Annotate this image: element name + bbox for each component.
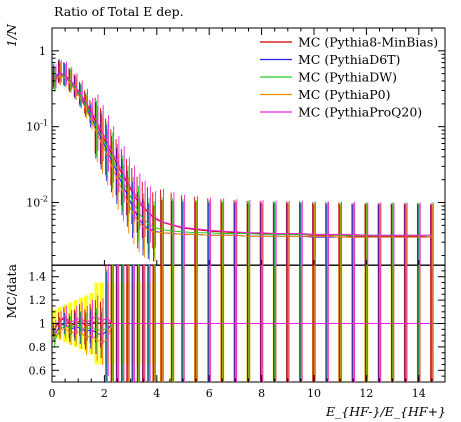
x-tick-label: 8 — [258, 387, 265, 400]
legend-label: MC (PythiaD6T) — [298, 52, 400, 67]
chart-title: Ratio of Total E dep. — [54, 4, 184, 19]
series-line — [54, 75, 432, 238]
y-tick-label: 1 — [39, 45, 46, 58]
ratio-line — [54, 315, 432, 328]
ratio-series-5 — [54, 265, 434, 382]
series-5 — [54, 59, 434, 265]
series-line — [54, 74, 432, 236]
x-tick-label: 0 — [49, 387, 56, 400]
legend-label: MC (PythiaP0) — [298, 87, 390, 102]
y-tick-label: 10-1 — [26, 119, 48, 134]
ratio-series-group — [52, 265, 434, 382]
legend-label: MC (Pythia8-MinBias) — [298, 35, 438, 50]
series-line — [54, 72, 432, 236]
x-tick-label: 2 — [101, 387, 108, 400]
legend: MC (Pythia8-MinBias) MC (PythiaD6T) MC (Py… — [260, 35, 438, 120]
x-axis-title: E_{HF-}/E_{HF+} — [325, 404, 446, 419]
ratio-y-tick-label: 1.2 — [29, 294, 47, 307]
ratio-y-axis-title: MC/data — [4, 263, 19, 318]
x-axis-ticks: 0 2 4 6 8 10 12 14 — [49, 28, 433, 400]
ratio-y-tick-label: 1.4 — [29, 271, 47, 284]
x-tick-label: 4 — [153, 387, 160, 400]
top-y-axis-title: 1/N — [4, 23, 19, 47]
x-tick-label: 12 — [359, 387, 373, 400]
ratio-y-tick-label: 0.8 — [29, 341, 47, 354]
x-tick-label: 6 — [206, 387, 213, 400]
y-tick-label: 10-2 — [26, 195, 48, 210]
top-y-axis-ticks: 1 10-1 10-2 — [26, 27, 445, 257]
x-tick-label: 14 — [412, 387, 426, 400]
ratio-y-tick-label: 1 — [39, 318, 46, 331]
x-tick-label: 10 — [307, 387, 321, 400]
ratio-y-tick-label: 0.6 — [29, 364, 47, 377]
legend-label: MC (PythiaDW) — [298, 70, 397, 85]
top-series-group — [52, 59, 434, 265]
ratio-y-axis-ticks: 0.6 0.8 1 1.2 1.4 — [29, 270, 445, 377]
legend-label: MC (PythiaProQ20) — [298, 105, 422, 120]
